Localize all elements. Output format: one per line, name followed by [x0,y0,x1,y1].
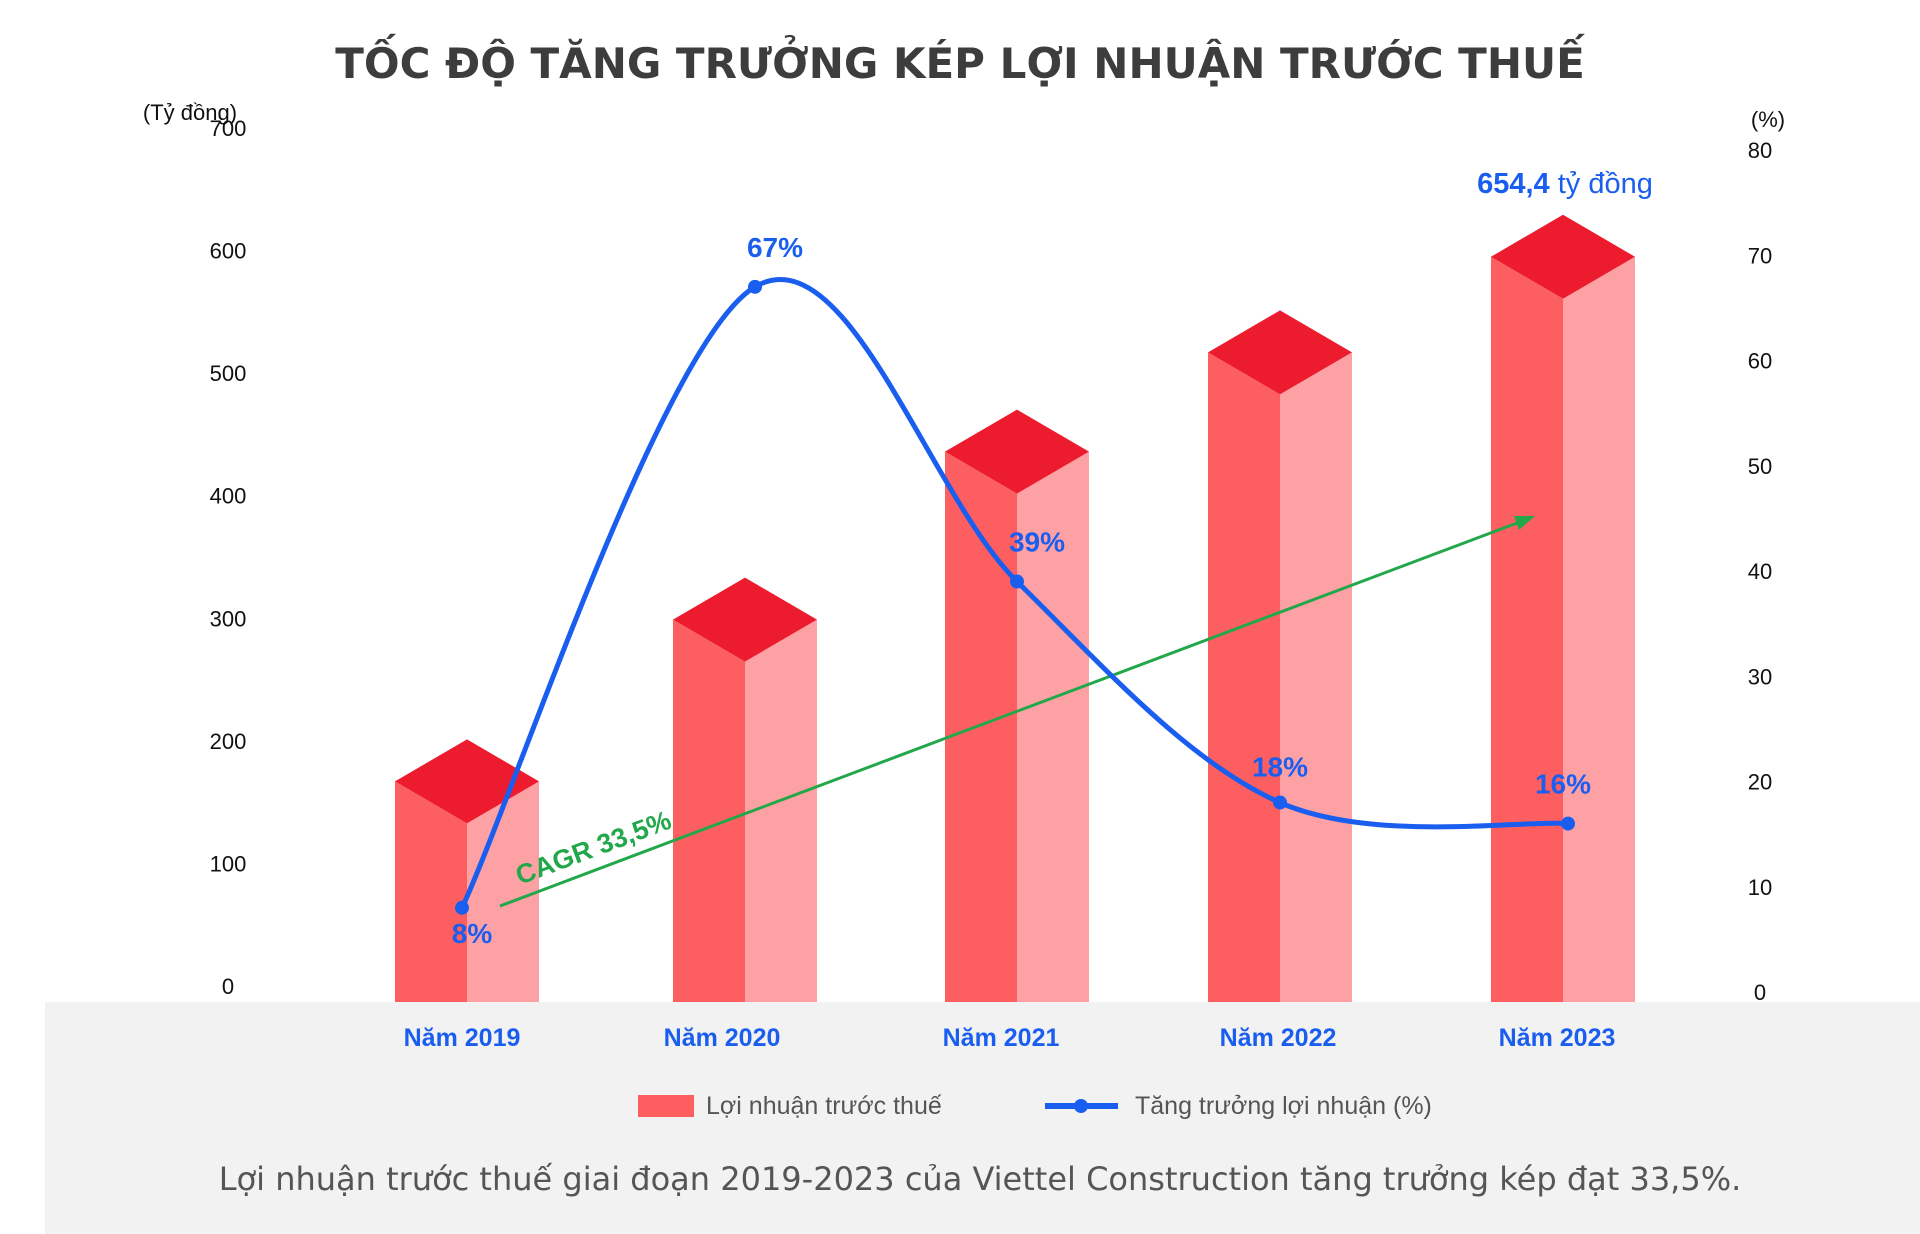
y-left-tick-7: 700 [210,116,247,141]
y-right-tick-7: 70 [1748,243,1772,268]
growth-line [459,277,1569,909]
growth-point-0 [455,900,469,915]
bar-front-face [673,619,745,1002]
growth-point-2 [1010,574,1024,589]
y-left-unit: (Tỷ đồng) [143,100,237,125]
last-bar-value-label: 654,4 tỷ đồng [1477,168,1653,200]
bar-top-face [1208,310,1352,395]
bar-top-face [1491,214,1635,299]
chart-title: TỐC ĐỘ TĂNG TRƯỞNG KÉP LỢI NHUẬN TRƯỚC T… [335,32,1585,88]
legend-label-line: Tăng trưởng lợi nhuận (%) [1135,1092,1432,1120]
last-bar-unit: tỷ đồng [1558,168,1653,200]
bar-top-face [673,577,817,662]
y-right-tick-1: 10 [1748,875,1772,900]
growth-label-2: 39% [1009,527,1065,558]
bottom-band [45,1002,1920,1234]
y-left-tick-3: 300 [210,606,247,631]
bar-side-face [1017,451,1089,1002]
bar-front-face [945,451,1017,1002]
x-label-3: Năm 2022 [1220,1024,1337,1052]
bar-front-face [1208,352,1280,1002]
y-left-tick-5: 500 [210,361,247,386]
growth-label-3: 18% [1252,752,1308,783]
y-left-ticks: 0 100 200 300 400 500 600 700 [210,116,247,999]
x-axis-labels: Năm 2019 Năm 2020 Năm 2021 Năm 2022 Năm 2023 [404,1024,1616,1052]
growth-label-4: 16% [1535,769,1591,800]
y-right-tick-5: 50 [1748,454,1772,479]
x-label-2: Năm 2021 [943,1024,1060,1052]
y-right-unit: (%) [1751,107,1785,132]
x-label-1: Năm 2020 [664,1024,781,1052]
y-left-tick-2: 200 [210,729,247,754]
legend-swatch-marker [1074,1099,1088,1113]
growth-point-4 [1561,816,1575,831]
bar-3 [1208,310,1352,1002]
growth-label-0: 8% [452,918,493,949]
y-left-tick-0: 0 [222,974,234,999]
y-right-ticks: 0 10 20 30 40 50 60 70 80 [1748,138,1772,1005]
y-right-tick-4: 40 [1748,559,1772,584]
cagr-arrow [499,518,1526,908]
legend: Lợi nhuận trước thuế Tăng trưởng lợi nhu… [638,1092,1432,1120]
x-label-0: Năm 2019 [404,1024,521,1052]
growth-line-series: 8% 67% 39% 18% 16% [452,232,1591,949]
bar-side-face [1280,352,1352,1002]
growth-label-1: 67% [747,232,803,263]
y-right-tick-0: 0 [1754,980,1766,1005]
y-right-tick-8: 80 [1748,138,1772,163]
footnote: Lợi nhuận trước thuế giai đoạn 2019-2023… [219,1160,1742,1198]
bar-side-face [467,781,539,1002]
y-left-tick-4: 400 [210,484,247,509]
legend-swatch-bar [638,1095,694,1117]
y-left-tick-1: 100 [210,851,247,876]
bar-side-face [745,619,817,1002]
legend-label-bar: Lợi nhuận trước thuế [706,1092,942,1120]
bar-4 [1491,214,1635,1002]
cagr-arrowhead [1514,516,1535,530]
last-bar-value: 654,4 [1477,168,1550,200]
bars [395,214,1635,1002]
x-label-4: Năm 2023 [1499,1024,1616,1052]
bar-1 [673,577,817,1002]
y-left-tick-6: 600 [210,239,247,264]
growth-point-3 [1273,795,1287,810]
bar-top-face [945,409,1089,494]
bar-front-face [1491,256,1563,1002]
y-right-tick-3: 30 [1748,664,1772,689]
bar-side-face [1563,256,1635,1002]
growth-point-1 [748,279,762,294]
y-right-tick-6: 60 [1748,349,1772,374]
bar-2 [945,409,1089,1002]
bar-front-face [395,781,467,1002]
y-right-tick-2: 20 [1748,770,1772,795]
